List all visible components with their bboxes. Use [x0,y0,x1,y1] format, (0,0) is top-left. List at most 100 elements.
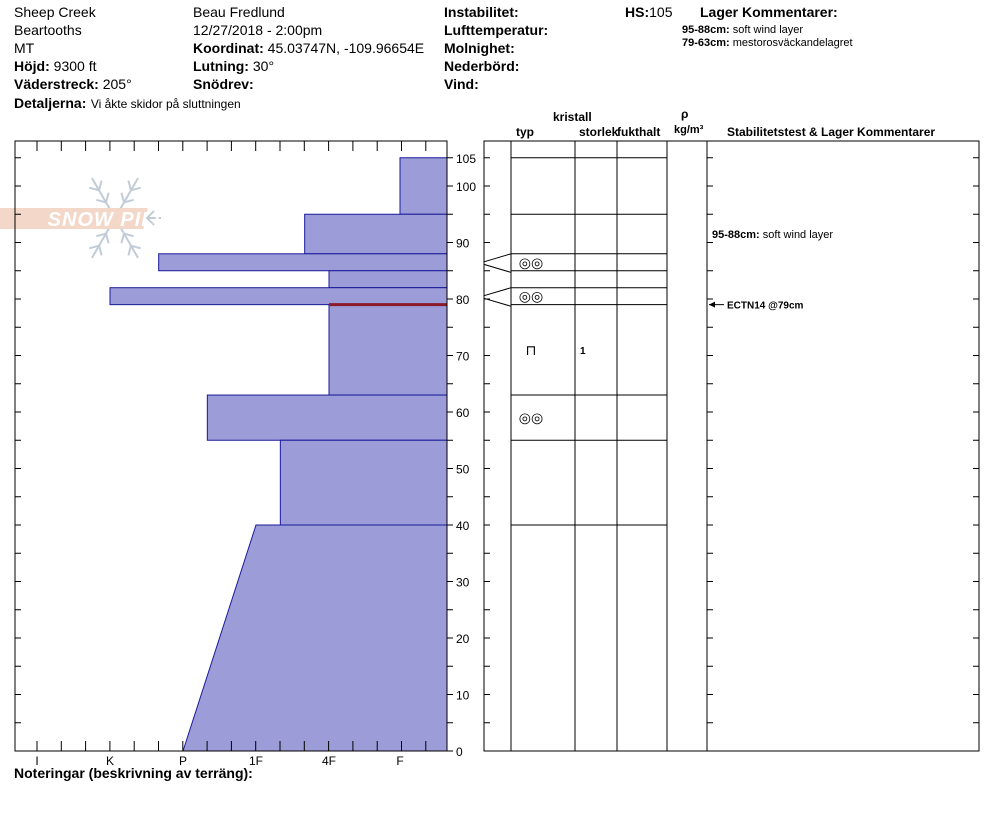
stability-test-label: ECTN14 @79cm [727,301,804,312]
precipitation-label: Nederbörd: [444,58,520,74]
wind-label: Vind: [444,76,479,92]
grain-type-symbol: ◎◎ [519,410,543,426]
layer-comment-range: 95-88cm: [682,24,730,36]
depth-tick-label: 0 [456,745,463,759]
state: MT [14,40,35,56]
observation-datetime: 12/27/2018 - 2:00pm [193,22,323,38]
depth-tick-label: 30 [456,576,470,590]
layer-comment-text: mestorosväckandelagret [732,37,853,49]
density-unit-header: kg/m³ [674,124,704,136]
depth-tick-label: 90 [456,237,470,251]
layer-comments-title: Lager Kommentarer: [700,4,838,20]
aspect-label: Väderstreck: [14,76,99,92]
snowflake-branch [96,232,107,238]
instability-label: Instabilitet: [444,4,519,20]
type-header: typ [516,125,534,139]
watermark: SNOW PILOT [0,177,185,259]
elevation-label: Höjd: [14,58,50,74]
snowflake-branch [146,210,155,219]
layer-comment-2: 79-63cm: mestorosväckandelagret [682,37,853,50]
snowflake-branch [89,244,100,250]
snowflake-branch [127,180,132,191]
hardness-layer-bar [182,524,448,752]
hardness-tick-label: K [106,754,114,768]
watermark-band [0,208,148,229]
snowflake-branch [105,192,110,203]
details-label: Detaljerna: [14,95,87,111]
depth-tick-label: 20 [456,632,470,646]
moisture-header: fukthalt [617,125,661,139]
chart-frames [14,140,980,752]
snowflake-branch [123,232,134,238]
hardness-profile [109,157,448,752]
depth-tick-label: 80 [456,293,470,307]
layer-comment-range: 79-63cm: [682,37,730,49]
layer-connector [483,297,512,307]
depth-tick-label: 10 [456,689,470,703]
depth-tick-label: 100 [456,180,476,194]
depth-tick-label: 50 [456,463,470,477]
stability-header: Stabilitetstest & Lager Kommentarer [727,125,936,139]
crystal-header: kristall [553,110,592,124]
snowflake-branch [105,233,110,244]
elevation-row: Höjd: 9300 ft [14,57,96,75]
depth-tick-label: 60 [456,406,470,420]
snowflake-branch [89,186,100,192]
cloud-cover-label: Molnighet: [444,40,515,56]
hs-value: 105 [649,4,673,20]
snowflake-branch [98,245,103,256]
depth-tick-label: 40 [456,519,470,533]
layer-comment-text: soft wind layer [732,24,804,36]
hardness-layer-bar [399,157,448,215]
density-symbol-header: ρ [681,107,689,121]
grain-type-symbol: ◎◎ [519,288,543,304]
hardness-tick-label: F [396,754,403,768]
hardness-layer-bar [206,394,448,441]
snow-height: HS:105 [625,3,672,21]
axis-ticks [15,141,979,752]
details-row: Detaljerna: Vi åkte skidor på sluttninge… [14,94,241,113]
elevation-value: 9300 ft [53,58,97,74]
coordinate-value: 45.03747N, -109.96654E [267,40,425,56]
slope-value: 30° [252,58,275,74]
notes-label: Noteringar (beskrivning av terräng): [14,765,253,781]
coordinate-label: Koordinat: [193,40,264,56]
profile-marks: ◎◎ ◎◎ ⊓ ◎◎ 1 ECTN14 @79cm 95-88cm: soft wind l… [519,229,834,426]
details-value: Vi åkte skidor på sluttningen [90,97,241,111]
crystal-size-value: 1 [580,346,586,357]
coordinate-row: Koordinat: 45.03747N, -109.96654E [193,39,424,57]
watermark-text: SNOW PILOT [48,209,185,231]
hardness-layer-bar [158,253,448,272]
air-temperature-label: Lufttemperatur: [444,22,549,38]
hardness-layer-bar [109,287,448,306]
hardness-tick-label: 1F [249,754,263,768]
grain-type-symbol: ◎◎ [519,254,543,270]
observer-name: Beau Fredlund [193,4,285,20]
hardness-layer-bar [328,304,448,396]
hardness-layer-bar [304,213,448,255]
snowflake-branch [146,217,155,226]
slope-row: Lutning: 30° [193,57,274,75]
hardness-layer-bar [328,270,448,289]
hardness-tick-label: 4F [322,754,336,768]
layer-table-frame [483,140,980,752]
size-header: storlek [579,125,619,139]
hardness-tick-label: I [35,754,38,768]
location-name: Sheep Creek [14,4,96,20]
aspect-value: 205° [102,76,132,92]
layer-connector [483,287,512,297]
depth-tick-label: 70 [456,350,470,364]
aspect-row: Väderstreck: 205° [14,75,132,93]
mountain-range: Beartooths [14,22,82,38]
depth-tick-label: 105 [456,152,476,166]
snowdrift-label: Snödrev: [193,76,254,92]
snowflake-branch [120,192,125,203]
snowflake-branch [98,180,103,191]
snowflake-branch [120,233,125,244]
slope-label: Lutning: [193,58,249,74]
axis-labels: 0 10 20 30 40 50 60 70 80 90 100 105 I K P 1F 4F F [35,152,476,768]
layer-comment-1: 95-88cm: soft wind layer [682,24,803,37]
snowflake-branch [96,198,107,204]
grain-type-symbol: ⊓ [526,342,537,358]
layer-connector [483,263,512,273]
